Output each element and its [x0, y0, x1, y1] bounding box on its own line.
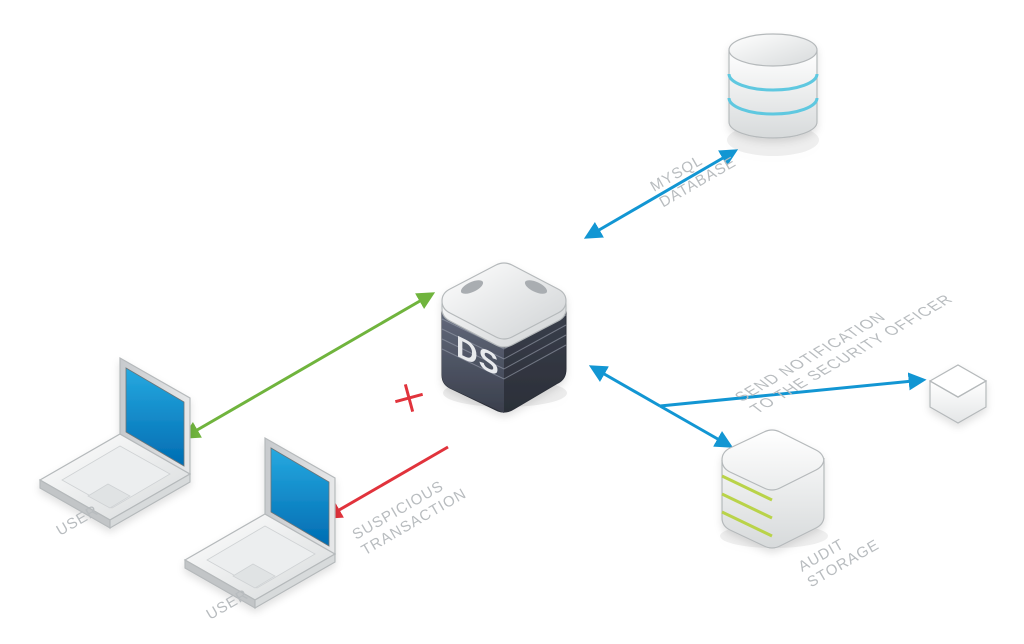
edge-block-x-icon: [395, 384, 422, 411]
label-suspicious: SUSPICIOUS TRANSACTION: [350, 469, 470, 559]
edge-user1-server: [185, 294, 432, 437]
label-notification: SEND NOTIFICATION TO THE SECURITY OFFICE…: [731, 280, 957, 416]
diagram-canvas: DS: [0, 0, 1024, 644]
edge-server-fork: [592, 367, 660, 406]
svg-text:TO THE SECURITY OFFICER: TO THE SECURITY OFFICER: [747, 292, 958, 416]
node-user2: [185, 438, 335, 608]
edge-fork-audit: [660, 406, 730, 446]
node-audit-storage: [720, 430, 828, 548]
node-mysql-db: [727, 34, 819, 156]
node-server: [442, 263, 567, 413]
node-mail: [930, 365, 986, 423]
node-user1: [40, 358, 190, 528]
label-mysql: MYSQL DATABASE: [648, 138, 740, 211]
